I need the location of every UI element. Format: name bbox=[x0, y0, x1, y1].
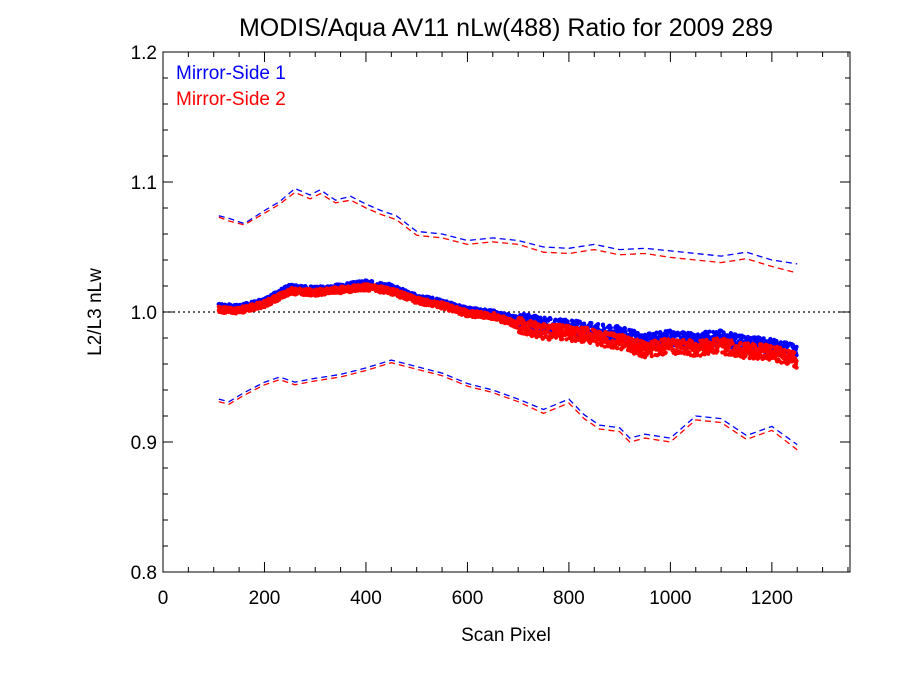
y-axis-ticks: 0.8 0.9 1.0 1.1 1.2 bbox=[131, 43, 850, 584]
data-point bbox=[622, 326, 628, 331]
y-tick-label: 1.1 bbox=[131, 173, 157, 194]
data-point bbox=[715, 349, 720, 354]
data-point bbox=[654, 330, 659, 335]
x-tick-label: 200 bbox=[249, 588, 281, 609]
lower-bound-line bbox=[218, 359, 798, 446]
x-tick-label: 400 bbox=[350, 588, 382, 609]
data-point bbox=[761, 336, 766, 341]
x-tick-label: 800 bbox=[553, 588, 585, 609]
data-point bbox=[582, 338, 587, 343]
x-axis-label: Scan Pixel bbox=[461, 625, 551, 646]
data-point bbox=[794, 365, 799, 370]
data-point bbox=[738, 340, 743, 346]
legend-mirror-side-2: Mirror-Side 2 bbox=[176, 89, 286, 110]
y-tick-label: 0.8 bbox=[131, 563, 157, 584]
y-tick-label: 1.0 bbox=[131, 303, 157, 324]
upper-bound-line bbox=[218, 187, 798, 265]
data-point bbox=[608, 325, 614, 330]
data-point bbox=[792, 350, 797, 355]
data-point bbox=[743, 353, 748, 359]
data-point bbox=[663, 350, 668, 355]
data-point bbox=[707, 329, 712, 334]
data-point bbox=[548, 316, 553, 322]
y-tick-label: 1.2 bbox=[131, 43, 157, 64]
x-tick-label: 1000 bbox=[649, 588, 691, 609]
data-point bbox=[704, 337, 709, 342]
data-point bbox=[769, 344, 774, 349]
data-point bbox=[689, 339, 695, 344]
data-point bbox=[656, 340, 661, 345]
series-1 bbox=[216, 187, 799, 446]
x-tick-label: 1200 bbox=[751, 588, 793, 609]
data-point bbox=[565, 319, 570, 324]
data-point bbox=[669, 343, 674, 348]
data-point bbox=[730, 341, 735, 346]
data-point bbox=[783, 348, 788, 353]
series-layer bbox=[216, 187, 799, 451]
data-point bbox=[635, 337, 640, 342]
data-point bbox=[604, 336, 609, 341]
data-point bbox=[589, 321, 594, 326]
y-tick-label: 0.9 bbox=[131, 433, 157, 454]
y-axis-label: L2/L3 nLw bbox=[85, 268, 106, 356]
data-point bbox=[647, 331, 653, 336]
chart-title: MODIS/Aqua AV11 nLw(488) Ratio for 2009 … bbox=[239, 14, 773, 42]
upper-bound-line bbox=[218, 191, 798, 274]
data-point bbox=[527, 323, 532, 328]
data-point bbox=[658, 330, 663, 335]
legend-mirror-side-1: Mirror-Side 1 bbox=[176, 63, 286, 84]
data-point bbox=[720, 350, 725, 355]
data-point bbox=[717, 333, 722, 338]
data-point bbox=[794, 358, 799, 364]
series-2 bbox=[216, 191, 799, 451]
data-point bbox=[370, 279, 375, 284]
data-point bbox=[766, 354, 771, 359]
data-point bbox=[712, 341, 718, 346]
data-point bbox=[596, 322, 601, 327]
x-tick-label: 600 bbox=[452, 588, 484, 609]
data-point bbox=[759, 342, 764, 347]
data-point bbox=[649, 354, 654, 359]
data-point bbox=[623, 329, 628, 334]
data-point bbox=[794, 344, 799, 349]
x-tick-label: 0 bbox=[158, 588, 169, 609]
data-point bbox=[560, 337, 565, 342]
lower-bound-line bbox=[218, 362, 798, 451]
data-point bbox=[615, 346, 620, 351]
plot-frame bbox=[162, 51, 851, 573]
data-point bbox=[585, 327, 590, 332]
x-axis-ticks: 0 200 400 600 800 1000 1200 bbox=[158, 52, 849, 609]
